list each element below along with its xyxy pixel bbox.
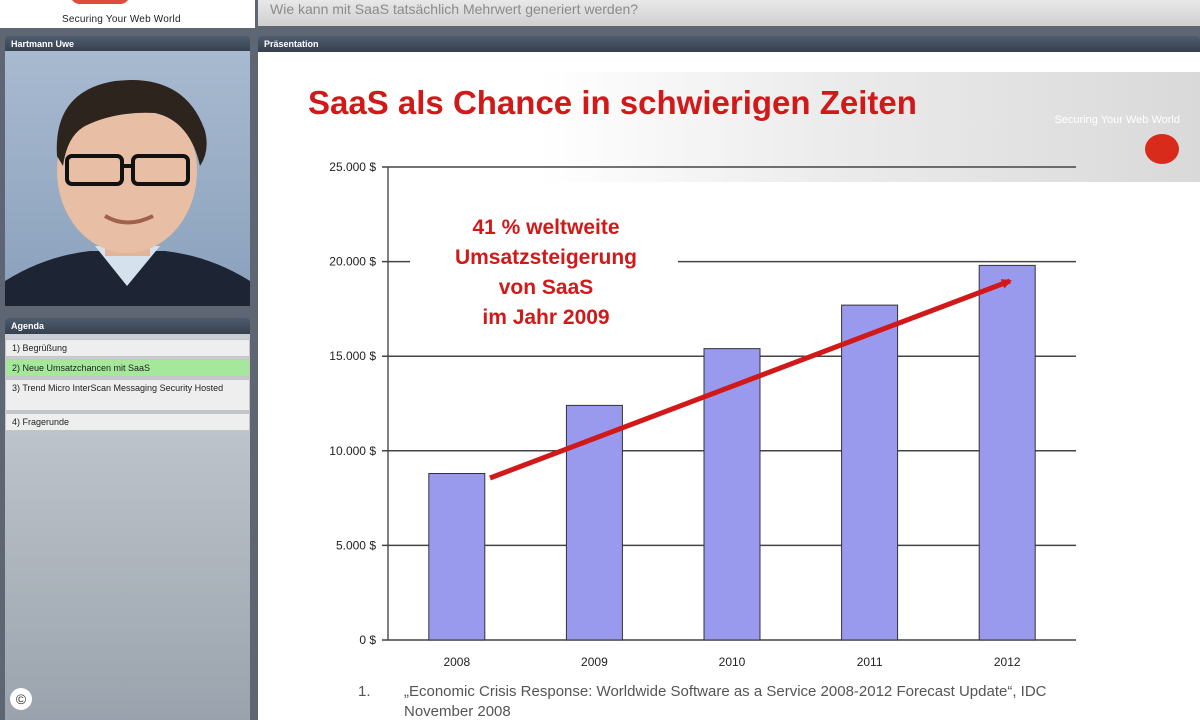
bar-2012: [978, 264, 1036, 641]
presentation-title: Wie kann mit SaaS tatsächlich Mehrwert g…: [270, 1, 639, 17]
annotation-background: [410, 204, 678, 334]
speaker-panel-header: Hartmann Uwe: [5, 36, 250, 52]
agenda-item-umsatzchancen[interactable]: 2) Neue Umsatzchancen mit SaaS: [5, 359, 250, 377]
slide-tagline: Securing Your Web World: [1054, 114, 1180, 126]
x-tick-label: 2010: [719, 655, 746, 669]
presentation-slide: SaaS als Chance in schwierigen Zeiten Se…: [258, 52, 1200, 720]
bar-2010: [703, 348, 761, 641]
x-tick-label: 2012: [994, 655, 1021, 669]
growth-arrow: [489, 278, 1012, 481]
footnote-number: 1.: [358, 683, 371, 700]
presentation-title-bar: Wie kann mit SaaS tatsächlich Mehrwert g…: [258, 0, 1200, 26]
y-tick-label: 15.000 $: [329, 349, 376, 363]
brand-logo-icon: [70, 0, 130, 4]
x-tick-label: 2008: [443, 655, 470, 669]
annotation-line-4: im Jahr 2009: [482, 306, 609, 329]
agenda-panel-header: Agenda: [5, 318, 250, 334]
agenda-item-fragerunde[interactable]: 4) Fragerunde: [5, 413, 250, 431]
y-tick-label: 25.000 $: [329, 160, 376, 174]
slide-title: SaaS als Chance in schwierigen Zeiten: [308, 84, 917, 121]
y-tick-label: 5.000 $: [336, 538, 376, 552]
bar-2008: [428, 473, 486, 641]
agenda-item-interscan[interactable]: 3) Trend Micro InterScan Messaging Secur…: [5, 379, 250, 411]
speaker-photo: [5, 51, 250, 306]
trend-micro-logo-icon: [1145, 134, 1179, 164]
speaker-portrait-image: [5, 80, 250, 306]
agenda-item-begruessung[interactable]: 1) Begrüßung: [5, 339, 250, 357]
copyright-icon: ©: [10, 688, 32, 710]
bar-2011: [841, 304, 899, 641]
logo-tagline: Securing Your Web World: [62, 14, 181, 25]
slide-banner: [258, 72, 1200, 182]
revenue-bar-chart: 0 $ 5.000 $ 10.000 $ 15.000 $ 20.000 $ 25.000…: [329, 160, 1076, 669]
y-tick-label: 20.000 $: [329, 255, 376, 269]
annotation-line-2: Umsatzsteigerung: [455, 246, 637, 269]
presentation-panel-header: Präsentation: [258, 36, 1200, 52]
footnote-text: „Economic Crisis Response: Worldwide Sof…: [404, 683, 1047, 720]
annotation-line-3: von SaaS: [499, 276, 594, 299]
y-tick-label: 0 $: [359, 633, 376, 647]
annotation-line-1: 41 % weltweite: [472, 216, 619, 239]
x-tick-label: 2009: [581, 655, 608, 669]
x-tick-label: 2011: [857, 655, 883, 669]
y-tick-label: 10.000 $: [329, 444, 376, 458]
logo-area: Securing Your Web World: [0, 0, 255, 28]
